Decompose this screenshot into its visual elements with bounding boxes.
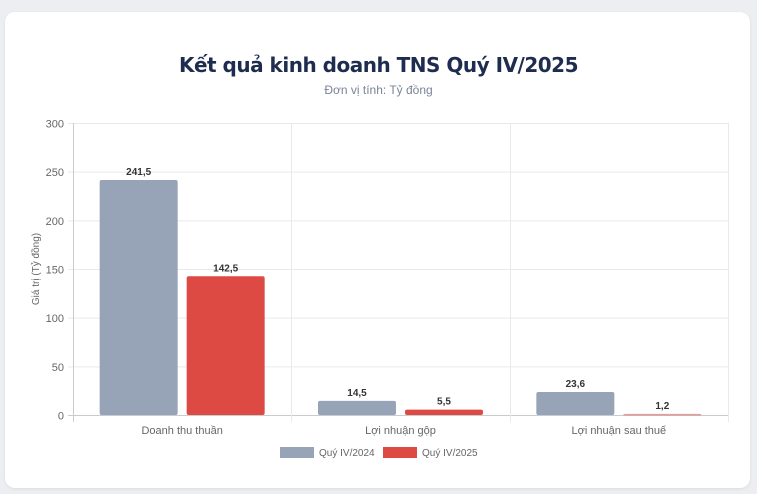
bar-0-0 [99,179,178,415]
y-tick-label: 150 [46,265,64,277]
chart-title: Kết quả kinh doanh TNS Quý IV/2025 [178,53,579,77]
y-tick-label: 200 [46,216,64,228]
y-tick-label: 0 [58,411,64,423]
y-tick-label: 100 [46,313,64,325]
bar-1-0 [186,276,265,415]
data-label: 241,5 [126,167,151,178]
legend-label: Quý IV/2024 [319,448,375,459]
chart-subtitle: Đơn vị tính: Tỷ đồng [324,83,433,97]
x-tick-label: Lợi nhuận gộp [365,425,436,437]
x-tick-label: Doanh thu thuần [141,425,222,437]
y-tick-label: 250 [46,167,64,179]
x-tick-label: Lợi nhuận sau thuế [571,425,666,437]
data-label: 23,6 [566,379,586,390]
legend-label: Quý IV/2025 [422,448,478,459]
bar-0-1 [318,400,396,415]
legend-swatch [383,447,417,458]
y-tick-label: 300 [46,119,64,131]
data-label: 14,5 [347,388,367,399]
bar-1-1 [405,409,483,415]
y-axis-label: Giá trị (Tỷ đồng) [30,233,42,305]
legend-swatch [280,447,314,458]
data-label: 142,5 [213,263,238,274]
bar-1-2 [623,413,702,416]
data-label: 5,5 [437,397,451,408]
data-label: 1,2 [655,401,669,412]
y-tick-label: 50 [52,362,64,374]
bar-0-2 [536,392,615,415]
